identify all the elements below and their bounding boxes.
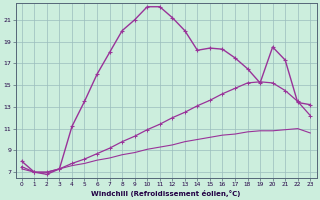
- X-axis label: Windchill (Refroidissement éolien,°C): Windchill (Refroidissement éolien,°C): [91, 190, 241, 197]
